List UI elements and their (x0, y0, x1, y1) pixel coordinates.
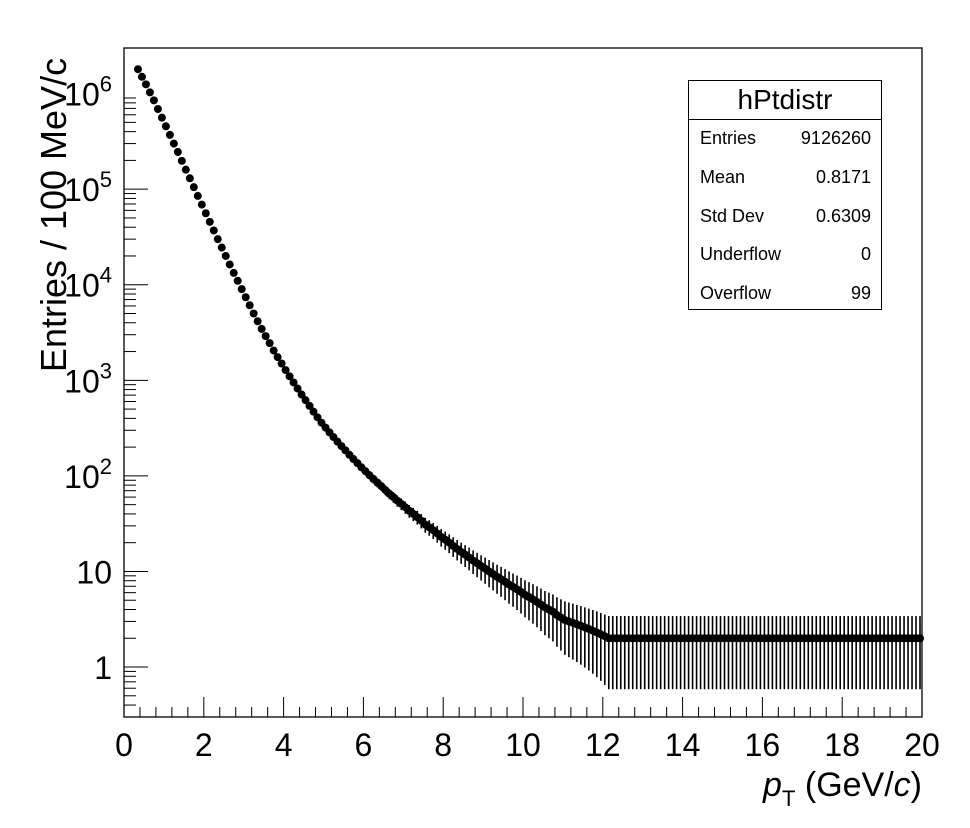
x-tick-label: 4 (275, 727, 293, 763)
x-tick-label: 2 (195, 727, 213, 763)
data-point (189, 183, 198, 192)
data-point (241, 293, 250, 302)
stats-row-mean: Mean 0.8171 (689, 167, 881, 191)
stats-row-stddev: Std Dev 0.6309 (689, 206, 881, 230)
x-tick-label: 8 (434, 727, 452, 763)
stats-label: Underflow (700, 244, 782, 264)
data-point (217, 243, 226, 252)
stats-value: 99 (850, 283, 871, 303)
x-tick-label: 14 (665, 727, 701, 763)
y-axis-label: Entries / 100 MeV/c (33, 58, 74, 372)
data-point (233, 276, 242, 285)
data-point (225, 260, 234, 269)
y-tick-label: 10 (76, 554, 112, 590)
stats-title: hPtdistr (689, 81, 881, 120)
stats-value: 0.6309 (815, 206, 871, 226)
stats-value: 0.8171 (815, 167, 871, 187)
data-point (229, 268, 238, 277)
data-point (293, 384, 302, 393)
data-point (269, 346, 278, 355)
data-point (289, 378, 298, 387)
stats-label: Overflow (700, 283, 772, 303)
data-point (301, 396, 310, 405)
data-point (145, 88, 154, 97)
stats-value: 9126260 (800, 128, 871, 148)
stats-row-underflow: Underflow 0 (689, 244, 881, 268)
stats-value: 0 (860, 244, 871, 264)
data-point (309, 407, 318, 416)
data-point (237, 285, 246, 294)
x-tick-label: 18 (824, 727, 860, 763)
x-tick-label: 6 (355, 727, 373, 763)
data-point (201, 209, 210, 218)
stats-label: Entries (700, 128, 757, 148)
x-tick-label: 20 (904, 727, 940, 763)
x-tick-label: 16 (745, 727, 781, 763)
y-tick-label: 103 (64, 358, 112, 399)
data-point (257, 324, 266, 333)
data-point (205, 217, 214, 226)
data-point (297, 390, 306, 399)
data-point (197, 200, 206, 209)
stats-label: Std Dev (700, 206, 765, 226)
y-tick-label: 102 (64, 454, 112, 495)
stats-row-entries: Entries 9126260 (689, 128, 881, 152)
data-point (133, 65, 142, 74)
data-point (277, 359, 286, 368)
data-point (285, 372, 294, 381)
data-point (177, 156, 186, 165)
x-tick-label: 10 (505, 727, 541, 763)
x-tick-label: 12 (585, 727, 621, 763)
data-point (153, 105, 162, 114)
data-point (149, 96, 158, 105)
data-point (213, 235, 222, 244)
y-tick-label: 105 (64, 167, 112, 208)
x-axis-label: pT (GeV/c) (762, 766, 922, 811)
x-tick-label: 0 (115, 727, 133, 763)
data-point (273, 353, 282, 362)
data-point (916, 634, 925, 643)
stats-row-overflow: Overflow 99 (689, 283, 881, 307)
y-tick-label: 106 (64, 72, 112, 113)
data-point (193, 191, 202, 200)
data-point (181, 165, 190, 174)
data-point (157, 113, 166, 122)
y-tick-label: 1 (94, 650, 112, 686)
y-tick-label: 104 (64, 263, 112, 304)
data-point (209, 226, 218, 235)
data-point (169, 139, 178, 148)
data-point (161, 122, 170, 131)
data-point (245, 301, 254, 310)
data-point (261, 332, 270, 341)
data-point (281, 366, 290, 375)
stats-label: Mean (700, 167, 746, 187)
data-point (221, 251, 230, 260)
data-point (173, 147, 182, 156)
data-point (137, 72, 146, 81)
data-point (253, 317, 262, 326)
data-point (265, 339, 274, 348)
data-point (305, 401, 314, 410)
data-point (165, 130, 174, 139)
data-point (185, 174, 194, 183)
stats-box: hPtdistr Entries 9126260 Mean 0.8171 Std… (688, 80, 882, 310)
data-point (141, 80, 150, 89)
data-point (249, 309, 258, 318)
